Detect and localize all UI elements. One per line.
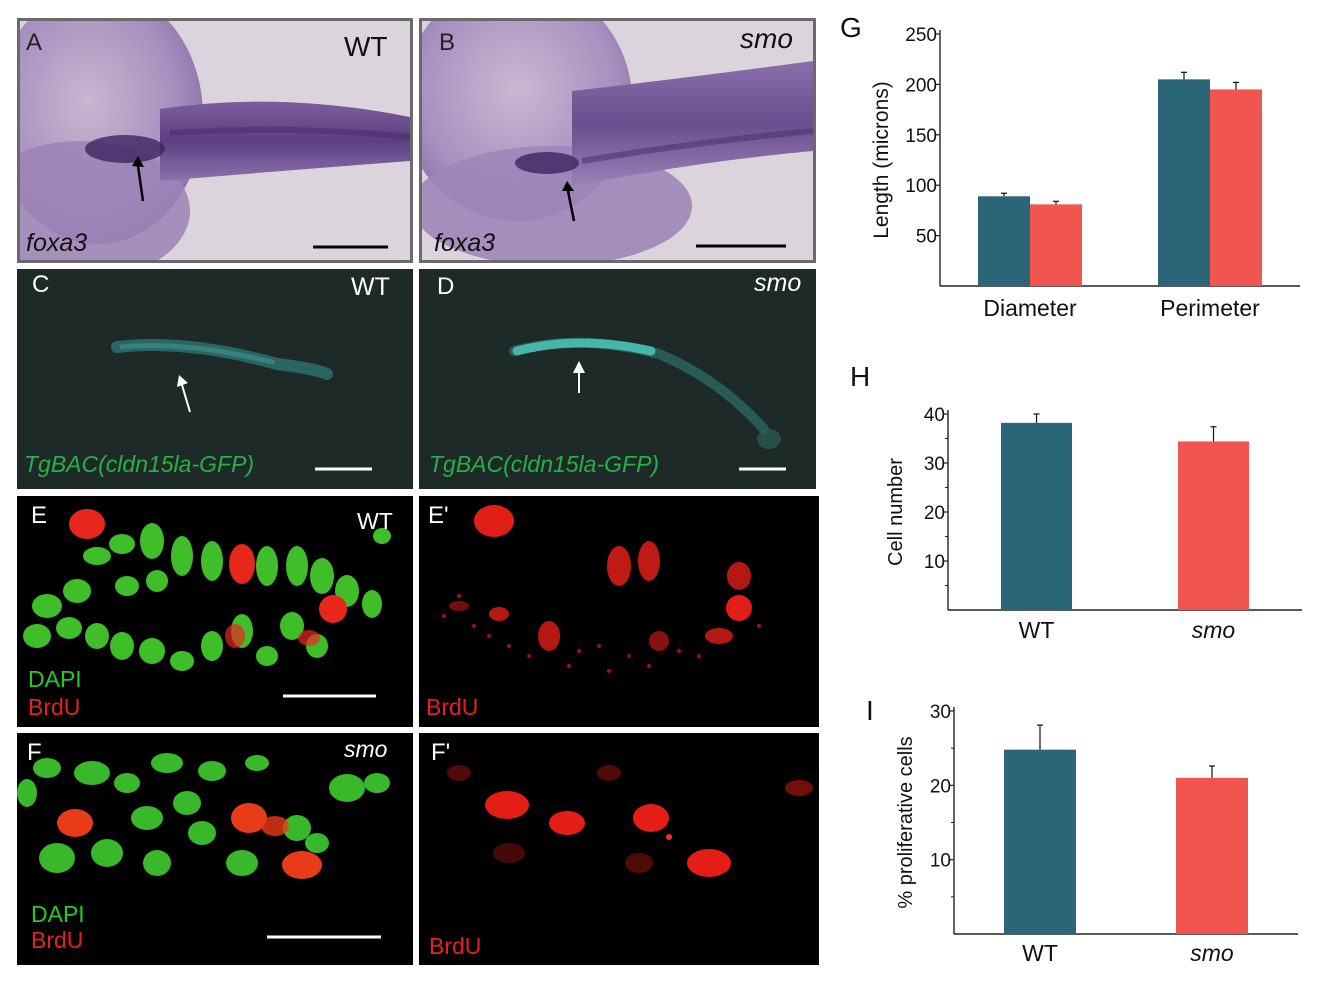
panel-e-image bbox=[17, 496, 413, 727]
dapi-label: DAPI bbox=[28, 666, 82, 692]
panel-f-smo-dapi-brdu: F smo DAPI BrdU bbox=[17, 733, 413, 965]
chart-g-length: 50 100 150 200 250 Length (microns) Diameter Pe… bbox=[870, 25, 1300, 321]
panel-d-image bbox=[419, 269, 816, 489]
transgene-label: TgBAC(cldn15la-GFP) bbox=[429, 451, 660, 477]
panel-d-smo-gfp: D smo TgBAC(cldn15la-GFP) bbox=[419, 269, 816, 489]
x-category-label: smo bbox=[1192, 617, 1236, 643]
y-tick-label: 30 bbox=[924, 454, 945, 475]
genotype-label: WT bbox=[344, 31, 388, 62]
transgene-label: TgBAC(cldn15la-GFP) bbox=[24, 451, 255, 477]
bar bbox=[978, 196, 1030, 286]
panel-i-letter: I bbox=[866, 695, 874, 726]
dapi-label: DAPI bbox=[31, 901, 85, 927]
chart-h-cell-number: 10 20 30 40 Cell number WT smo bbox=[885, 405, 1302, 643]
panel-f-image bbox=[17, 733, 413, 965]
y-axis-label: Cell number bbox=[885, 458, 907, 566]
panel-letter: A bbox=[26, 29, 43, 56]
bar bbox=[1004, 749, 1076, 934]
panel-f-prime-brdu: F' BrdU bbox=[419, 733, 819, 965]
panel-letter: F' bbox=[431, 739, 451, 766]
y-tick-label: 50 bbox=[916, 227, 937, 248]
brdu-label: BrdU bbox=[31, 927, 84, 953]
stain-label: foxa3 bbox=[26, 229, 88, 257]
y-tick-label: 200 bbox=[905, 75, 937, 96]
y-tick-label: 30 bbox=[930, 702, 951, 723]
panel-h-letter: H bbox=[850, 361, 871, 392]
panel-letter: B bbox=[439, 29, 456, 56]
bar bbox=[1176, 777, 1248, 934]
panel-letter: F bbox=[27, 739, 42, 766]
brdu-label: BrdU bbox=[426, 694, 479, 720]
x-category-label: smo bbox=[1190, 940, 1234, 966]
panel-f-prime-image bbox=[419, 733, 819, 965]
y-tick-label: 10 bbox=[924, 552, 945, 573]
x-category-label: WT bbox=[1019, 617, 1055, 643]
y-tick-label: 150 bbox=[905, 126, 937, 147]
stain-label: foxa3 bbox=[434, 229, 496, 257]
panel-g-letter: G bbox=[840, 12, 862, 43]
x-category-label: Diameter bbox=[983, 295, 1077, 321]
panel-c-image bbox=[17, 269, 413, 489]
panel-a-image bbox=[20, 21, 410, 260]
genotype-label: smo bbox=[344, 736, 388, 762]
panel-letter: D bbox=[437, 273, 455, 300]
panel-c-wt-gfp: C WT TgBAC(cldn15la-GFP) bbox=[17, 269, 413, 489]
panel-e-wt-dapi-brdu: E WT DAPI BrdU bbox=[17, 496, 413, 727]
y-tick-label: 10 bbox=[930, 851, 951, 872]
x-category-label: WT bbox=[1022, 940, 1058, 966]
y-axis-label: % proliferative cells bbox=[895, 736, 917, 908]
genotype-label: WT bbox=[351, 273, 390, 301]
panel-b-image bbox=[422, 21, 813, 260]
y-tick-label: 20 bbox=[930, 776, 951, 797]
y-axis-label: Length (microns) bbox=[870, 81, 893, 239]
y-tick-label: 100 bbox=[905, 176, 937, 197]
y-tick-label: 20 bbox=[924, 503, 945, 524]
panel-letter: E' bbox=[428, 502, 449, 529]
panel-b-smo-foxa3: B smo foxa3 bbox=[419, 18, 816, 263]
bar bbox=[1030, 204, 1082, 286]
chart-i-proliferative: 10 20 30 % proliferative cells WT smo bbox=[895, 702, 1298, 966]
panel-e-prime-brdu: E' BrdU bbox=[419, 496, 819, 727]
genotype-label: smo bbox=[740, 23, 793, 54]
bar bbox=[1001, 422, 1072, 610]
bar bbox=[1178, 441, 1249, 610]
y-tick-label: 40 bbox=[924, 405, 945, 426]
bar bbox=[1210, 89, 1262, 286]
brdu-label: BrdU bbox=[28, 694, 81, 720]
bar bbox=[1158, 79, 1210, 286]
x-category-label: Perimeter bbox=[1160, 295, 1260, 321]
panel-letter: E bbox=[31, 502, 48, 529]
panel-a-wt-foxa3: A WT foxa3 bbox=[17, 18, 413, 263]
y-tick-label: 250 bbox=[905, 25, 937, 46]
panel-e-prime-image bbox=[419, 496, 819, 727]
genotype-label: WT bbox=[357, 508, 393, 534]
genotype-label: smo bbox=[754, 269, 802, 297]
panel-letter: C bbox=[32, 271, 50, 298]
brdu-label: BrdU bbox=[429, 933, 482, 959]
